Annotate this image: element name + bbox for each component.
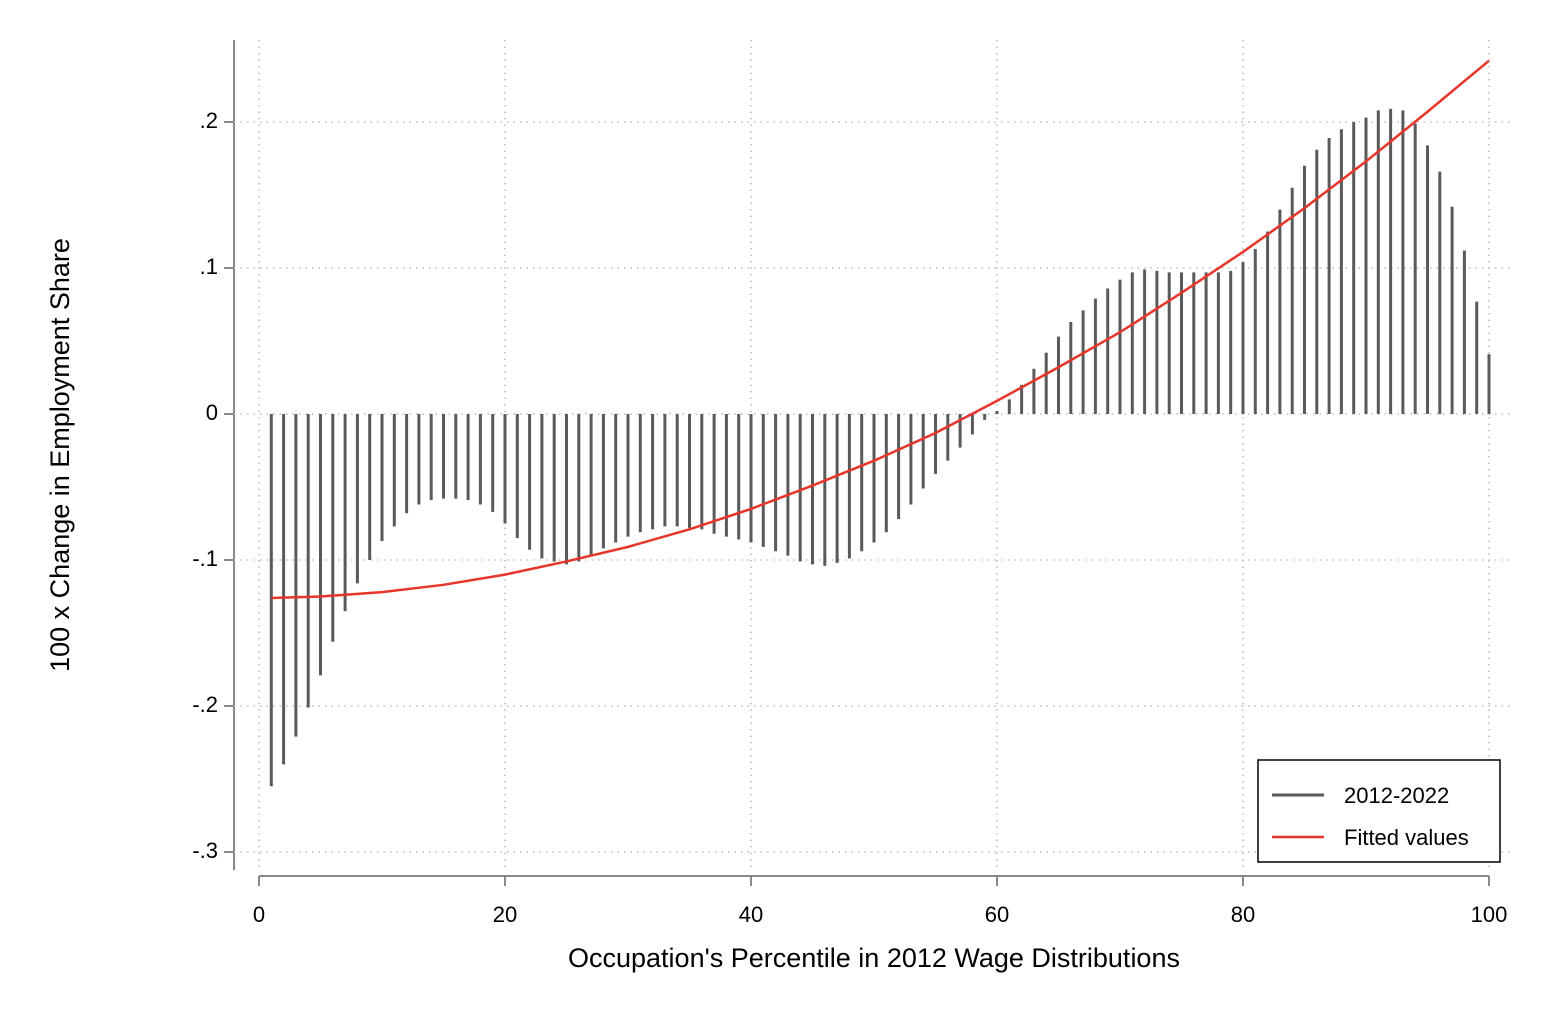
x-axis-label: Occupation's Percentile in 2012 Wage Dis…: [568, 943, 1180, 973]
y-tick-label: -.3: [192, 838, 218, 863]
x-tick-label: 0: [253, 902, 265, 927]
y-tick-label: -.2: [192, 692, 218, 717]
legend-box: [1257, 759, 1501, 863]
y-tick-label: .1: [200, 254, 218, 279]
y-tick-label: -.1: [192, 546, 218, 571]
x-tick-label: 100: [1471, 902, 1508, 927]
x-tick-label: 40: [739, 902, 763, 927]
y-axis-label: 100 x Change in Employment Share: [45, 238, 75, 672]
y-tick-label: 0: [206, 400, 218, 425]
y-tick-label: .2: [200, 108, 218, 133]
legend-label: 2012-2022: [1344, 783, 1449, 808]
fitted-line: [271, 59, 1490, 600]
x-tick-label: 60: [985, 902, 1009, 927]
legend-label: Fitted values: [1344, 825, 1469, 850]
x-tick-label: 20: [493, 902, 517, 927]
x-tick-label: 80: [1231, 902, 1255, 927]
